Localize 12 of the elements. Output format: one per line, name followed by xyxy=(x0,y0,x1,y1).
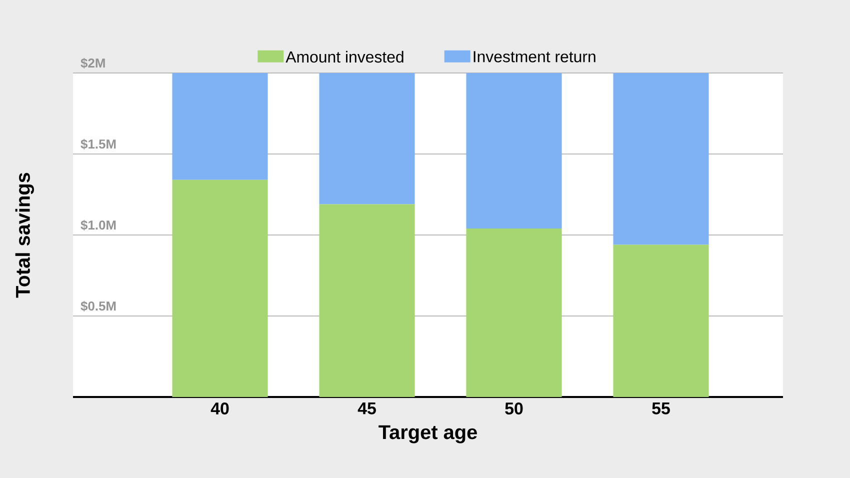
x-tick-label: 55 xyxy=(652,402,670,414)
legend-label: Investment return xyxy=(474,51,596,62)
y-tick-label: $0.5M xyxy=(80,300,116,312)
x-tick-label: 45 xyxy=(358,402,376,414)
x-tick-label: 50 xyxy=(505,402,523,415)
x-axis-title: Target age xyxy=(378,425,477,444)
y-tick-label: $1.5M xyxy=(80,138,116,150)
legend-label: Amount invested xyxy=(286,50,404,63)
y-tick-label: $1.0M xyxy=(80,220,116,230)
y-tick-label: $2M xyxy=(80,58,105,68)
y-axis-title: Total savings xyxy=(15,172,34,298)
x-tick-label: 40 xyxy=(210,402,229,415)
